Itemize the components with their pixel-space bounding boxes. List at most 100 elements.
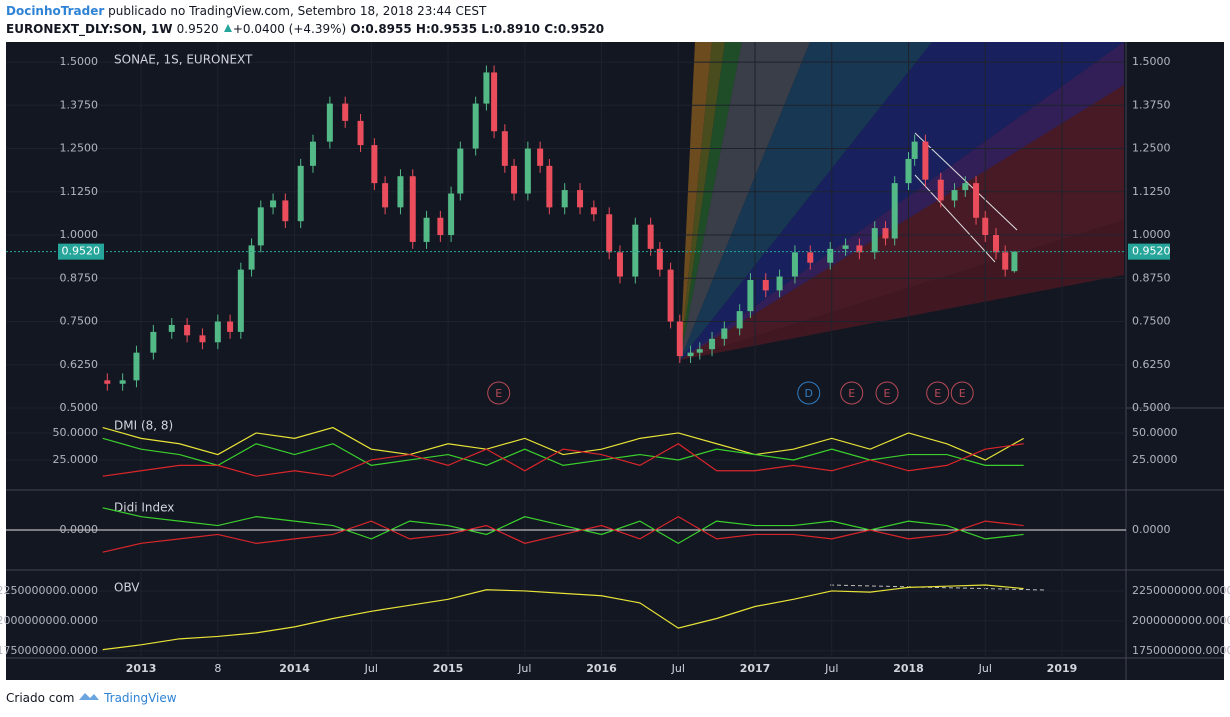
candle-body bbox=[687, 352, 694, 357]
x-tick-label: 2014 bbox=[279, 662, 310, 675]
y-tick-label-right: 2000000000.0000 bbox=[1132, 614, 1230, 627]
symbol-line: EURONEXT_DLY:SON, 1W 0.9520 +0.0400 (+4.… bbox=[6, 22, 604, 36]
candle-body bbox=[606, 214, 613, 253]
candle-body bbox=[577, 190, 584, 208]
candle-body bbox=[357, 120, 364, 146]
candle-body bbox=[891, 183, 898, 239]
candle-body bbox=[973, 183, 980, 218]
last-price-label: 0.9520 bbox=[62, 245, 101, 258]
candle-body bbox=[561, 190, 568, 208]
low: L:0.8910 bbox=[481, 22, 541, 36]
y-tick-label-right: 1.5000 bbox=[1132, 55, 1171, 68]
y-tick-label-right: 1750000000.0000 bbox=[1132, 644, 1230, 657]
candle-body bbox=[524, 148, 531, 194]
pane-title: SONAE, 1S, EURONEXT bbox=[114, 53, 253, 67]
candle-body bbox=[437, 217, 444, 236]
published: publicado no TradingView.com, Setembro 1… bbox=[108, 4, 487, 18]
y-tick-label: 0.6250 bbox=[60, 358, 99, 371]
candle-body bbox=[371, 145, 378, 184]
y-tick-label-right: 1.3750 bbox=[1132, 98, 1171, 111]
x-tick-label: 2019 bbox=[1047, 662, 1078, 675]
indicator-line bbox=[102, 443, 1024, 477]
event-marker bbox=[926, 381, 950, 405]
y-tick-label-right: 1.2500 bbox=[1132, 142, 1171, 155]
x-tick-label: Jul bbox=[824, 662, 838, 675]
event-label: D bbox=[804, 387, 812, 400]
y-tick-label: 0.0000 bbox=[60, 523, 99, 536]
candle-body bbox=[827, 248, 834, 263]
y-tick-label: 1.0000 bbox=[60, 228, 99, 241]
candle-body bbox=[656, 248, 663, 270]
candle-body bbox=[309, 141, 316, 166]
candle-body bbox=[1011, 251, 1018, 272]
candle-body bbox=[511, 165, 518, 194]
y-tick-label-right: 50.0000 bbox=[1132, 426, 1178, 439]
y-tick-label: 1.2500 bbox=[60, 142, 99, 155]
candle-body bbox=[856, 245, 863, 253]
x-tick-label: 2018 bbox=[893, 662, 924, 675]
candle-body bbox=[397, 176, 404, 208]
y-tick-label-right: 1.0000 bbox=[1132, 228, 1171, 241]
y-tick-label-right: 25.0000 bbox=[1132, 453, 1178, 466]
y-tick-label: 0.7500 bbox=[60, 315, 99, 328]
candle-body bbox=[150, 331, 157, 353]
candle-body bbox=[491, 72, 498, 132]
gann-fan bbox=[680, 42, 1124, 360]
pane-title: DMI (8, 8) bbox=[114, 419, 173, 433]
candle-body bbox=[382, 183, 389, 208]
event-marker bbox=[950, 381, 974, 405]
candle-body bbox=[1002, 252, 1009, 270]
event-label: E bbox=[884, 387, 891, 400]
candle-body bbox=[951, 190, 958, 201]
candle-body bbox=[342, 103, 349, 121]
candle-body bbox=[282, 200, 289, 222]
high: H:0.9535 bbox=[415, 22, 478, 36]
pane-title: OBV bbox=[114, 581, 140, 595]
candle-body bbox=[297, 165, 304, 222]
candle-body bbox=[227, 321, 234, 332]
y-tick-label: 50.0000 bbox=[53, 426, 99, 439]
candle-body bbox=[882, 228, 889, 239]
y-tick-label-right: 1.1250 bbox=[1132, 185, 1171, 198]
indicator-line bbox=[102, 426, 1024, 461]
x-tick-label: Jul bbox=[978, 662, 992, 675]
last-price-box bbox=[58, 243, 104, 260]
event-label: E bbox=[959, 387, 966, 400]
candle-body bbox=[842, 245, 849, 249]
candle-body bbox=[676, 321, 683, 357]
candle-body bbox=[747, 280, 754, 312]
obv-level bbox=[829, 584, 1046, 591]
close: C:0.9520 bbox=[544, 22, 605, 36]
x-tick-label: 2015 bbox=[433, 662, 464, 675]
footer: Criado com TradingView bbox=[6, 690, 177, 705]
y-tick-label-right: 0.0000 bbox=[1132, 523, 1171, 536]
candle-body bbox=[647, 224, 654, 249]
candle-body bbox=[184, 324, 191, 336]
candle-body bbox=[199, 335, 206, 343]
indicator-line bbox=[102, 515, 1024, 553]
chart: 2013 8 2014 Jul 2015 Jul 2016 Jul 2017 Jul 2018 Jul… bbox=[0, 42, 1230, 680]
author[interactable]: DocinhoTrader bbox=[6, 4, 105, 18]
y-tick-label: 1.1250 bbox=[60, 185, 99, 198]
candle-body bbox=[616, 252, 623, 277]
y-tick-label: 25.0000 bbox=[53, 453, 99, 466]
y-tick-label: 0.5000 bbox=[60, 401, 99, 414]
y-tick-label-right: 0.7500 bbox=[1132, 315, 1171, 328]
candle-body bbox=[922, 141, 929, 180]
y-tick-label: 1750000000.0000 bbox=[0, 644, 98, 657]
y-tick-label: 2000000000.0000 bbox=[0, 614, 98, 627]
event-label: E bbox=[934, 387, 941, 400]
x-tick-label: 2013 bbox=[126, 662, 157, 675]
candle-body bbox=[776, 276, 783, 291]
x-tick-label: Jul bbox=[364, 662, 378, 675]
candle-body bbox=[423, 217, 430, 242]
footer-brand[interactable]: TradingView bbox=[104, 691, 177, 705]
candle-body bbox=[237, 269, 244, 332]
candle-body bbox=[537, 148, 544, 166]
candle-body bbox=[270, 200, 277, 208]
candle-body bbox=[472, 103, 479, 149]
candle-body bbox=[992, 235, 999, 253]
candle-body bbox=[871, 228, 878, 253]
event-marker bbox=[875, 381, 899, 405]
